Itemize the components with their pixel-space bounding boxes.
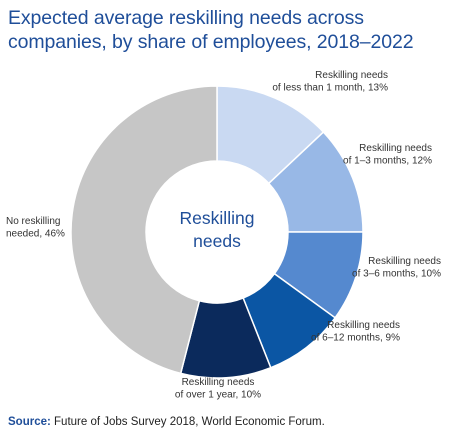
slice-label-6: No reskilling needed, 46%	[6, 216, 65, 240]
slice-labels: Reskilling needs of less than 1 month, 13…	[6, 70, 441, 401]
donut-slices	[70, 85, 364, 379]
slice-label-2-line-1: Reskilling needs	[359, 143, 432, 154]
center-label-line-1: Reskilling	[180, 208, 255, 228]
slice-label-1: Reskilling needs of less than 1 month, 13…	[272, 70, 388, 94]
source-text: Future of Jobs Survey 2018, World Econom…	[50, 416, 325, 428]
chart-title-line-1: Expected average reskilling needs across	[8, 7, 364, 29]
slice-label-4-line-1: Reskilling needs	[327, 320, 400, 331]
center-label-line-2: needs	[193, 231, 241, 251]
donut-slice-6	[70, 85, 218, 375]
source-lead: Source:	[8, 416, 51, 428]
slice-label-5-line-2: of over 1 year, 10%	[175, 390, 261, 401]
slice-label-4: Reskilling needs of 6–12 months, 9%	[311, 320, 400, 344]
slice-label-2: Reskilling needs of 1–3 months, 12%	[343, 143, 432, 167]
slice-label-5: Reskilling needs of over 1 year, 10%	[175, 377, 261, 401]
slice-label-1-line-1: Reskilling needs	[315, 70, 388, 81]
slice-label-1-line-2: of less than 1 month, 13%	[272, 83, 388, 94]
slice-label-3-line-1: Reskilling needs	[368, 256, 441, 267]
slice-label-5-line-1: Reskilling needs	[182, 377, 255, 388]
source-note: Source: Future of Jobs Survey 2018, Worl…	[8, 416, 325, 428]
chart-title: Expected average reskilling needs across…	[8, 6, 448, 54]
slice-label-3-line-2: of 3–6 months, 10%	[352, 269, 441, 280]
slice-label-4-line-2: of 6–12 months, 9%	[311, 333, 400, 344]
chart-title-line-2: companies, by share of employees, 2018–2…	[8, 31, 414, 53]
slice-label-2-line-2: of 1–3 months, 12%	[343, 156, 432, 167]
slice-label-3: Reskilling needs of 3–6 months, 10%	[352, 256, 441, 280]
slice-label-6-line-1: No reskilling	[6, 216, 60, 227]
slice-label-6-line-2: needed, 46%	[6, 229, 65, 240]
